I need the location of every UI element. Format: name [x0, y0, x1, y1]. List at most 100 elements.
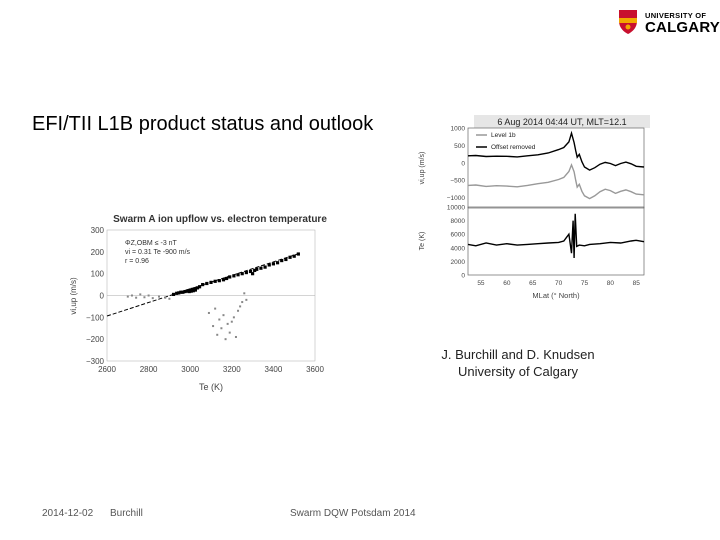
- scatter-point-other: [151, 297, 154, 300]
- scatter-point-other: [234, 335, 237, 338]
- upflow-vs-temperature-scatter-chart: Swarm A ion upflow vs. electron temperat…: [69, 214, 327, 392]
- scatter-annotation-2: vi = 0.31 Te -900 m/s: [125, 249, 191, 256]
- footer-date: 2014-12-02: [42, 508, 94, 519]
- scatter-point-other: [237, 309, 240, 312]
- title-highlight: [474, 115, 650, 128]
- mlat-x-axis-label: MLat (° North): [532, 291, 580, 300]
- scatter-point-selected: [271, 262, 275, 266]
- scatter-point-other: [226, 322, 229, 325]
- velocity-series-line: [467, 162, 645, 200]
- scatter-point-selected: [183, 289, 187, 294]
- scatter-point-selected: [205, 281, 209, 286]
- scatter-y-axis-label: vi,up (m/s): [69, 277, 78, 315]
- scatter-x-axis-label: Te (K): [199, 382, 223, 392]
- scatter-point-other: [218, 318, 221, 321]
- scatter-point-selected: [209, 280, 213, 284]
- scatter-y-tick-label: −100: [86, 313, 105, 322]
- temperature-panel-frame: [467, 206, 645, 276]
- scatter-point-other: [241, 301, 244, 304]
- scatter-point-other: [222, 314, 225, 317]
- event-title: 6 Aug 2014 04:44 UT, MLT=12.1: [497, 117, 626, 127]
- scatter-point-other: [158, 295, 160, 298]
- scatter-x-tick-label: 3600: [306, 365, 324, 374]
- scatter-point-selected: [171, 292, 176, 297]
- scatter-y-tick-label: 0: [100, 292, 105, 301]
- velocity-y-tick-label: 500: [454, 143, 465, 150]
- temperature-y-tick-label: 4000: [451, 245, 466, 252]
- velocity-panel-frame: [467, 127, 645, 209]
- scatter-point-selected: [251, 272, 255, 276]
- logo-line-2: CALGARY: [645, 19, 720, 36]
- legend-label-offset-removed: Offset removed: [491, 144, 536, 151]
- scatter-point-other: [143, 296, 146, 299]
- scatter-point-selected: [255, 267, 259, 271]
- scatter-x-tick-label: 2600: [98, 365, 116, 374]
- scatter-point-selected: [263, 265, 267, 269]
- scatter-point-selected: [267, 263, 271, 267]
- scatter-y-tick-label: 300: [91, 226, 105, 235]
- scatter-point-selected: [221, 278, 226, 282]
- mlat-x-tick-label: 70: [555, 280, 563, 287]
- scatter-point-selected: [275, 261, 280, 265]
- scatter-point-other: [224, 338, 227, 341]
- scatter-point-selected: [175, 291, 179, 295]
- scatter-point-other: [147, 294, 150, 297]
- temperature-y-tick-label: 2000: [451, 259, 466, 266]
- temperature-y-axis-label: Te (K): [419, 232, 426, 251]
- mlat-x-tick-label: 80: [607, 280, 615, 287]
- scatter-point-other: [135, 296, 138, 299]
- scatter-point-selected: [181, 290, 185, 294]
- scatter-point-selected: [191, 289, 195, 293]
- temperature-y-tick-label: 8000: [451, 218, 466, 225]
- scatter-point-selected: [195, 286, 200, 290]
- scatter-point-other: [126, 295, 129, 298]
- velocity-series-line: [467, 130, 645, 171]
- scatter-point-selected: [240, 272, 244, 276]
- scatter-point-selected: [201, 282, 205, 287]
- scatter-point-selected: [259, 266, 263, 270]
- temperature-series-line: [467, 213, 645, 259]
- scatter-point-selected: [232, 274, 236, 278]
- scatter-point-other: [207, 311, 210, 314]
- scatter-point-selected: [248, 269, 253, 274]
- logo-line-1: UNIVERSITY OF: [645, 11, 707, 20]
- scatter-point-selected: [193, 288, 197, 292]
- scatter-point-selected: [284, 257, 288, 262]
- slide-title: EFI/TII L1B product status and outlook: [32, 113, 374, 135]
- event-time-series-chart: 6 Aug 2014 04:44 UT, MLT=12.1 1000 500 0 −5…: [419, 115, 650, 300]
- scatter-y-tick-label: 200: [91, 248, 105, 257]
- scatter-point-selected: [189, 289, 193, 293]
- scatter-point-selected: [217, 279, 221, 283]
- scatter-point-other: [232, 316, 235, 319]
- scatter-point-selected: [288, 255, 292, 259]
- velocity-y-axis-label: vi,up (m/s): [419, 152, 426, 185]
- scatter-point-other: [230, 320, 233, 323]
- scatter-point-selected: [280, 258, 284, 263]
- legend-label-level-1b: Level 1b: [491, 132, 516, 139]
- scatter-point-other: [216, 333, 219, 336]
- velocity-y-tick-label: −1000: [447, 195, 466, 202]
- scatter-point-other: [243, 292, 246, 295]
- author-credit: J. Burchill and D. Knudsen University of…: [418, 346, 618, 380]
- scatter-point-other: [214, 307, 217, 310]
- scatter-point-selected: [177, 291, 181, 295]
- scatter-point-selected: [236, 273, 240, 277]
- scatter-point-selected: [228, 275, 232, 279]
- scatter-point-selected: [213, 279, 217, 283]
- scatter-y-tick-label: −300: [86, 357, 105, 366]
- scatter-x-tick-label: 3000: [181, 365, 199, 374]
- scatter-point-selected: [253, 268, 257, 272]
- mlat-x-tick-label: 60: [503, 280, 511, 287]
- scatter-point-selected: [225, 276, 229, 281]
- scatter-point-other: [164, 296, 167, 299]
- temperature-y-tick-label: 10000: [447, 205, 465, 212]
- scatter-point-selected: [244, 270, 248, 275]
- velocity-y-tick-label: 1000: [451, 126, 466, 133]
- credit-authors: J. Burchill and D. Knudsen: [441, 347, 595, 362]
- scatter-annotation-1: ΦZ,OBM ≤ -3 nT: [125, 240, 178, 247]
- scatter-point-other: [239, 305, 242, 308]
- velocity-y-tick-label: −500: [450, 178, 465, 185]
- scatter-point-selected: [296, 252, 300, 256]
- university-logo: UNIVERSITY OF CALGARY: [618, 8, 720, 40]
- scatter-annotation-3: r = 0.96: [125, 258, 149, 265]
